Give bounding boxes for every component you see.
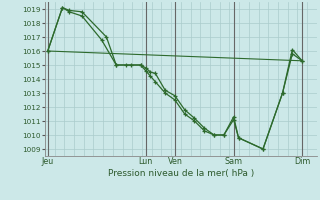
X-axis label: Pression niveau de la mer( hPa ): Pression niveau de la mer( hPa ) (108, 169, 254, 178)
